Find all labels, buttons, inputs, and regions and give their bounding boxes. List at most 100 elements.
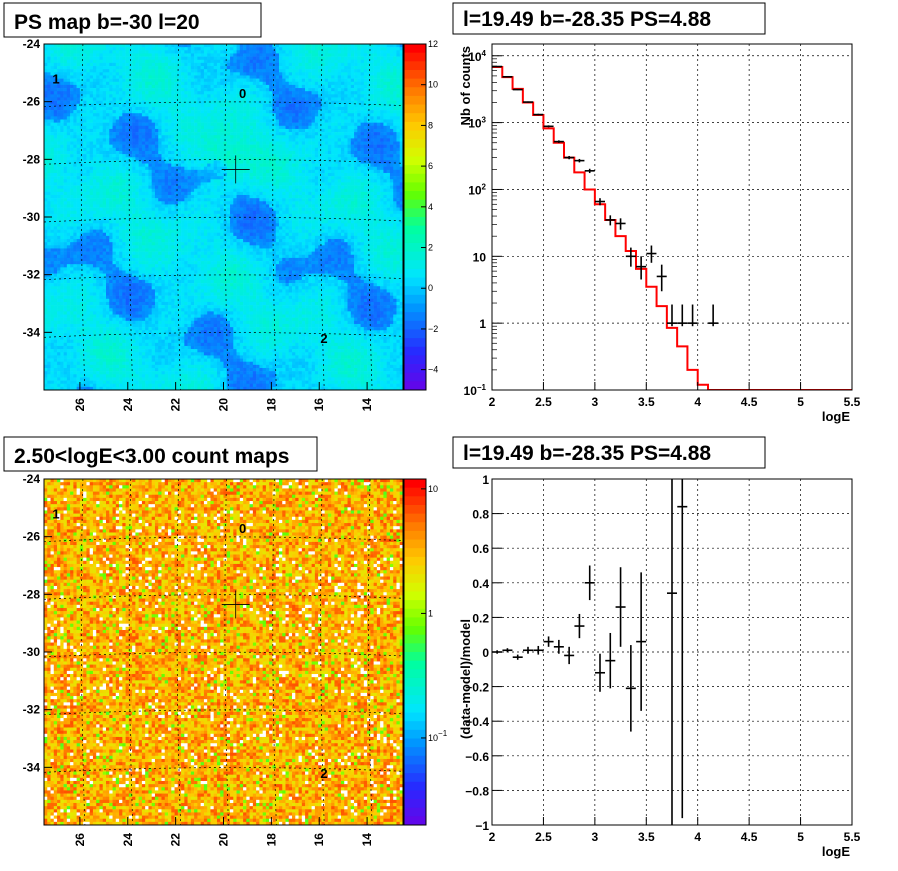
heatmap-panel-2: 26 24 22 20 18 16 14-24-26-28-30-32-3401210110… [23, 472, 448, 846]
palette-tick-label-base: 6 [428, 161, 433, 171]
residual-point [564, 647, 574, 664]
title-residual: l=19.49 b=-28.35 PS=4.88 [453, 437, 765, 468]
palette-tick-label: 6 [428, 161, 433, 171]
data-points [492, 66, 718, 326]
palette-tick-label-base: 10 [428, 484, 438, 494]
x-tick-label: 2 [489, 395, 496, 409]
x-tick-label: 20 [217, 833, 231, 847]
x-tick-label: 22 [169, 398, 183, 412]
y-tick-label-base: 10 [468, 183, 482, 197]
y-tick-label: 1 [479, 317, 486, 331]
data-point [585, 169, 595, 173]
source-label: 2 [320, 331, 327, 346]
x-tick-label: 24 [121, 833, 135, 847]
figure-canvas: 26 24 22 20 18 16 14-24-26-28-30-32-3401212108… [0, 0, 898, 871]
y-tick-label: 102 [468, 182, 486, 197]
data-point [533, 114, 543, 116]
palette-tick-label: 0 [428, 283, 433, 293]
x-tick-label: 5 [797, 395, 804, 409]
y-tick-label-exponent: 2 [482, 182, 487, 191]
palette-tick-label: 10 [428, 484, 438, 494]
palette-tick-label-base: −4 [428, 365, 438, 375]
residual-points [492, 195, 687, 835]
y-tick-label: -24 [23, 37, 41, 51]
source-label: 0 [239, 86, 246, 101]
x-tick-label: 22 [169, 833, 183, 847]
data-point [544, 125, 554, 127]
y-tick-label: 10 [473, 250, 487, 264]
title-count-map: 2.50<logE<3.00 count maps [4, 437, 317, 471]
x-tick-label: 2 [489, 830, 496, 844]
y-axis-label: (data-model)/model [458, 619, 473, 739]
x-tick-label: 4 [694, 830, 701, 844]
y-tick-label-base: 10 [464, 384, 478, 398]
palette-tick-label: 12 [428, 39, 438, 49]
x-axis-label: logE [822, 844, 850, 859]
x-tick-label: 3.5 [638, 395, 655, 409]
title-spectrum: l=19.49 b=-28.35 PS=4.88 [453, 3, 765, 34]
x-tick-label: 4.5 [741, 830, 758, 844]
x-tick-label: 2.5 [535, 395, 552, 409]
residual-point [616, 567, 626, 647]
residual-point [626, 645, 636, 732]
data-point [657, 265, 667, 292]
heatmap-cells [44, 479, 403, 825]
x-tick-label: 18 [264, 833, 278, 847]
source-label: 1 [52, 72, 59, 87]
palette-tick-label-base: −2 [428, 324, 438, 334]
palette-tick-label: 10 [428, 80, 438, 90]
y-tick-label-base: 10 [473, 250, 487, 264]
palette-tick-label: −2 [428, 324, 438, 334]
y-tick-label: 10−1 [464, 383, 487, 398]
y-tick-label: 0 [482, 646, 489, 660]
y-tick-label: -28 [23, 152, 41, 166]
palette-tick-label: 10−1 [428, 729, 448, 743]
data-point [688, 305, 698, 327]
residual-point [636, 572, 646, 710]
palette-tick-label-exponent: −1 [438, 729, 448, 738]
y-tick-label: -30 [23, 645, 41, 659]
title-ps-map: PS map b=-30 l=20 [4, 3, 261, 37]
spectrum-frame [492, 44, 852, 390]
y-tick-label: -28 [23, 587, 41, 601]
palette-tick-label: 2 [428, 243, 433, 253]
y-tick-label-exponent: 4 [482, 49, 487, 58]
title-spectrum-text: l=19.49 b=-28.35 PS=4.88 [463, 8, 711, 31]
x-tick-label: 14 [360, 398, 374, 412]
data-point [523, 101, 533, 102]
data-point [677, 305, 687, 327]
y-tick-label: 0.4 [472, 577, 489, 591]
title-residual-text: l=19.49 b=-28.35 PS=4.88 [463, 442, 711, 465]
y-tick-label: -30 [23, 210, 41, 224]
data-point [616, 218, 626, 229]
y-tick-label: -34 [23, 325, 41, 339]
source-label: 2 [320, 766, 327, 781]
title-ps-map-text: PS map b=-30 l=20 [14, 11, 200, 34]
residual-point [544, 636, 554, 646]
model-histogram-line [492, 67, 852, 390]
palette-tick-label-base: 4 [428, 202, 433, 212]
x-tick-label: 24 [121, 398, 135, 412]
color-palette: 10 1 10−1 [404, 479, 448, 825]
palette-tick-label-base: 12 [428, 39, 438, 49]
residual-point [523, 647, 533, 654]
x-tick-label: 26 [73, 833, 87, 847]
residual-point [513, 655, 523, 660]
residual-point [585, 566, 595, 601]
x-tick-label: 26 [73, 398, 87, 412]
palette-tick-label-base: 0 [428, 283, 433, 293]
palette-tick-label: 1 [428, 608, 433, 618]
y-tick-label: 0.6 [472, 542, 489, 556]
x-tick-label: 4 [694, 395, 701, 409]
residual-point [533, 646, 543, 655]
residual-point [667, 351, 677, 835]
residual-point [605, 633, 615, 688]
x-tick-label: 20 [217, 398, 231, 412]
x-tick-label: 5.5 [844, 395, 861, 409]
x-tick-label: 3 [592, 395, 599, 409]
title-count-map-text: 2.50<logE<3.00 count maps [14, 445, 289, 468]
heatmap-cells [44, 44, 403, 390]
palette-tick-label-base: 1 [428, 608, 433, 618]
data-point [605, 215, 615, 225]
